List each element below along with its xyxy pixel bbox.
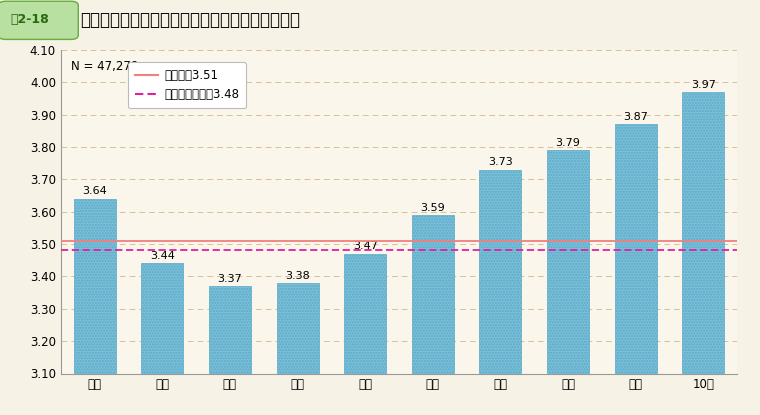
Text: 行政職俸給表（一）の職務の級別の回答の平均値: 行政職俸給表（一）の職務の級別の回答の平均値	[80, 10, 299, 29]
Bar	[480, 170, 521, 374]
Text: 3.97: 3.97	[691, 80, 716, 90]
Text: 3.64: 3.64	[82, 186, 107, 196]
Bar	[209, 286, 251, 374]
Text: 3.79: 3.79	[556, 138, 581, 148]
Bar	[277, 283, 318, 374]
Text: 図2-18: 図2-18	[10, 13, 49, 26]
Bar	[412, 215, 454, 374]
Text: 3.44: 3.44	[150, 251, 175, 261]
Bar	[141, 264, 183, 374]
Text: 3.47: 3.47	[353, 242, 378, 251]
Legend: 総平均値3.51, 行（一）平均値3.48: 総平均値3.51, 行（一）平均値3.48	[128, 62, 246, 108]
Bar	[682, 92, 724, 374]
Bar	[344, 254, 386, 374]
Text: 3.87: 3.87	[623, 112, 648, 122]
Bar	[547, 150, 589, 374]
Text: 3.37: 3.37	[217, 274, 242, 284]
Text: N = 47,278: N = 47,278	[71, 59, 138, 73]
Bar	[615, 124, 657, 374]
Text: 3.38: 3.38	[285, 271, 310, 281]
Text: 3.73: 3.73	[488, 157, 513, 167]
Bar	[74, 199, 116, 374]
Text: 3.59: 3.59	[420, 203, 445, 212]
